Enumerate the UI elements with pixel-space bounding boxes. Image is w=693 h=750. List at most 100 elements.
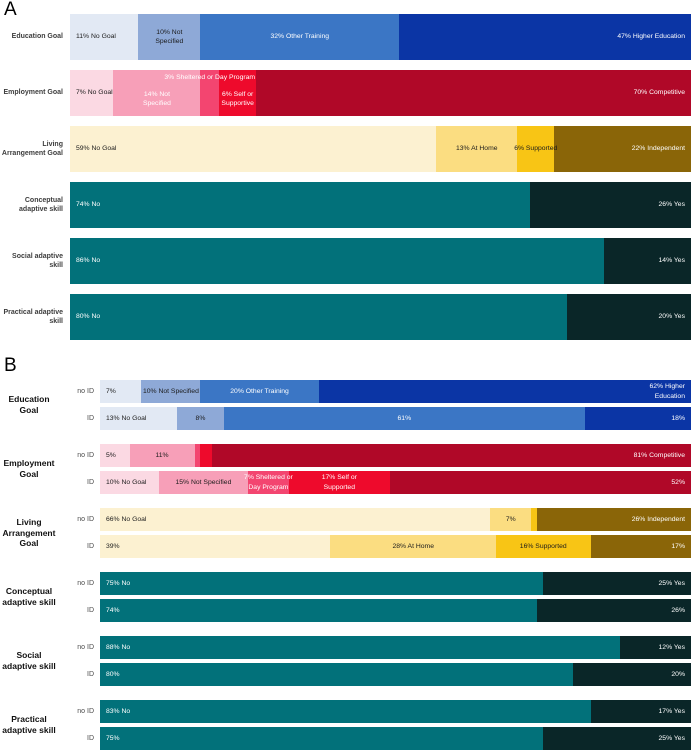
row-sublabel: ID bbox=[87, 543, 94, 550]
row-sublabel: ID bbox=[87, 415, 94, 422]
bar-row: ID 10% No Goal 15% Not Specified 7% Shelter… bbox=[58, 471, 691, 494]
segment-label: 20% bbox=[671, 670, 685, 678]
group-label: Education Goal bbox=[11, 33, 63, 41]
bar-segment: 62% Higher Education bbox=[318, 380, 691, 403]
bar-segment: 26% Independent bbox=[537, 508, 691, 531]
segment-label: 8% bbox=[195, 414, 206, 422]
chart-group: Practical adaptive skill 80% No 20% Yes bbox=[0, 294, 691, 340]
segment-label: 70% Competitive bbox=[633, 89, 685, 97]
segment-label: 75% bbox=[106, 734, 120, 742]
stacked-bar: 80% No 20% Yes bbox=[70, 294, 691, 340]
bar-rows: 86% No 14% Yes bbox=[70, 238, 691, 284]
bar-row: no ID 5% 11% 81% Competitive bbox=[58, 444, 691, 467]
segment-label: 11% bbox=[155, 451, 169, 459]
segment-label: 7% bbox=[106, 387, 116, 395]
bar-row: 86% No 14% Yes bbox=[70, 238, 691, 284]
group-label: Living Arrangement Goal bbox=[2, 517, 56, 549]
bar-segment bbox=[531, 508, 538, 531]
stacked-bar: 75% 25% Yes bbox=[100, 727, 691, 750]
stacked-bar: 7% No Goal 14% Not Specified 3% Sheltered … bbox=[70, 70, 691, 116]
bar-row: no ID 83% No 17% Yes bbox=[58, 700, 691, 723]
stacked-bar: 10% No Goal 15% Not Specified 7% Sheltered… bbox=[100, 471, 691, 494]
segment-label: 80% No bbox=[76, 313, 101, 321]
segment-label: 13% No Goal bbox=[106, 414, 147, 422]
stacked-bar: 74% No 26% Yes bbox=[70, 182, 691, 228]
bar-segment: 26% bbox=[537, 599, 691, 622]
stacked-bar: 59% No Goal 13% At Home 6% Supported 22% In… bbox=[70, 126, 691, 172]
chart-group: Employment Goal no ID 5% 11% 81% Competitive… bbox=[0, 444, 691, 494]
segment-label: 5% bbox=[106, 451, 116, 459]
segment-label: 22% Independent bbox=[631, 145, 685, 153]
bar-row: 11% No Goal 10% Not Specified 32% Other Tr… bbox=[70, 14, 691, 60]
bar-segment: 39% bbox=[100, 535, 331, 558]
bar-segment: 17% Yes bbox=[590, 700, 691, 723]
bar-segment: 8% bbox=[176, 407, 225, 430]
stacked-bar: 80% 20% bbox=[100, 663, 691, 686]
bar-segment: 20% Yes bbox=[566, 294, 691, 340]
row-sublabel: no ID bbox=[77, 452, 94, 459]
group-label: Social adaptive skill bbox=[12, 252, 63, 269]
segment-label: 80% bbox=[106, 670, 120, 678]
stacked-bar: 86% No 14% Yes bbox=[70, 238, 691, 284]
bar-segment: 32% Other Training bbox=[200, 14, 400, 60]
segment-label: 17% bbox=[671, 542, 685, 550]
stacked-bar: 11% No Goal 10% Not Specified 32% Other Tr… bbox=[70, 14, 691, 60]
segment-label: 59% No Goal bbox=[76, 145, 117, 153]
stacked-bar: 66% No Goal 7% 26% Independent bbox=[100, 508, 691, 531]
bar-row: 74% No 26% Yes bbox=[70, 182, 691, 228]
segment-label: 75% No bbox=[106, 579, 131, 587]
row-sublabel: ID bbox=[87, 607, 94, 614]
bar-row: no ID 66% No Goal 7% 26% Independent bbox=[58, 508, 691, 531]
bar-row: 80% No 20% Yes bbox=[70, 294, 691, 340]
chart-group: Living Arrangement Goal no ID 66% No Goal 7… bbox=[0, 508, 691, 558]
segment-label: 74% bbox=[106, 606, 120, 614]
segment-label: 39% bbox=[106, 542, 120, 550]
segment-label: 3% Sheltered or Day Program bbox=[164, 74, 256, 81]
bar-rows: 11% No Goal 10% Not Specified 32% Other Tr… bbox=[70, 14, 691, 60]
bar-segment: 59% No Goal bbox=[70, 126, 437, 172]
group-label: Practical adaptive skill bbox=[2, 714, 56, 735]
segment-label: 88% No bbox=[106, 643, 131, 651]
bar-segment: 14% Not Specified bbox=[113, 70, 201, 116]
chart-group: Education Goal 11% No Goal 10% Not Specifi… bbox=[0, 14, 691, 60]
segment-label: 25% Yes bbox=[658, 579, 685, 587]
bar-rows: 80% No 20% Yes bbox=[70, 294, 691, 340]
bar-segment: 86% No bbox=[70, 238, 605, 284]
bar-segment: 26% Yes bbox=[529, 182, 691, 228]
stacked-bar: 75% No 25% Yes bbox=[100, 572, 691, 595]
stacked-bar: 13% No Goal 8% 61% 18% bbox=[100, 407, 691, 430]
bar-segment: 12% Yes bbox=[620, 636, 691, 659]
bar-groups: Education Goal 11% No Goal 10% Not Specifi… bbox=[0, 0, 691, 340]
group-label: Living Arrangement Goal bbox=[1, 140, 63, 157]
segment-label: 61% bbox=[397, 414, 412, 422]
segment-label: 26% Independent bbox=[631, 515, 685, 523]
bar-segment: 75% No bbox=[100, 572, 544, 595]
bar-row: ID 75% 25% Yes bbox=[58, 727, 691, 750]
bar-row: ID 13% No Goal 8% 61% 18% bbox=[58, 407, 691, 430]
bar-row: no ID 75% No 25% Yes bbox=[58, 572, 691, 595]
row-sublabel: no ID bbox=[77, 580, 94, 587]
row-sublabel: no ID bbox=[77, 388, 94, 395]
row-sublabel: ID bbox=[87, 671, 94, 678]
group-label: Conceptual adaptive skill bbox=[19, 196, 63, 213]
bar-rows: no ID 7% 10% Not Specified 20% Other Traini… bbox=[58, 380, 691, 430]
segment-label: 13% At Home bbox=[455, 145, 498, 153]
row-sublabel: ID bbox=[87, 735, 94, 742]
bar-rows: 74% No 26% Yes bbox=[70, 182, 691, 228]
segment-label: 32% Other Training bbox=[270, 33, 330, 41]
bar-rows: 7% No Goal 14% Not Specified 3% Sheltered … bbox=[70, 70, 691, 116]
bar-rows: no ID 5% 11% 81% Competitive ID 10% No Goal 15… bbox=[58, 444, 691, 494]
segment-label: 7% Sheltered or Day Program bbox=[244, 474, 293, 491]
chart-group: Social adaptive skill 86% No 14% Yes bbox=[0, 238, 691, 284]
bar-segment: 20% bbox=[572, 663, 691, 686]
group-label: Practical adaptive skill bbox=[3, 308, 63, 325]
bar-segment: 20% Other Training bbox=[200, 380, 319, 403]
bar-row: ID 80% 20% bbox=[58, 663, 691, 686]
bar-row: 59% No Goal 13% At Home 6% Supported 22% In… bbox=[70, 126, 691, 172]
stacked-bar: 83% No 17% Yes bbox=[100, 700, 691, 723]
bar-segment: 80% No bbox=[70, 294, 567, 340]
panel-letter-a: A bbox=[4, 0, 17, 20]
bar-rows: no ID 66% No Goal 7% 26% Independent ID 39% 28… bbox=[58, 508, 691, 558]
segment-label: 10% No Goal bbox=[106, 478, 147, 486]
